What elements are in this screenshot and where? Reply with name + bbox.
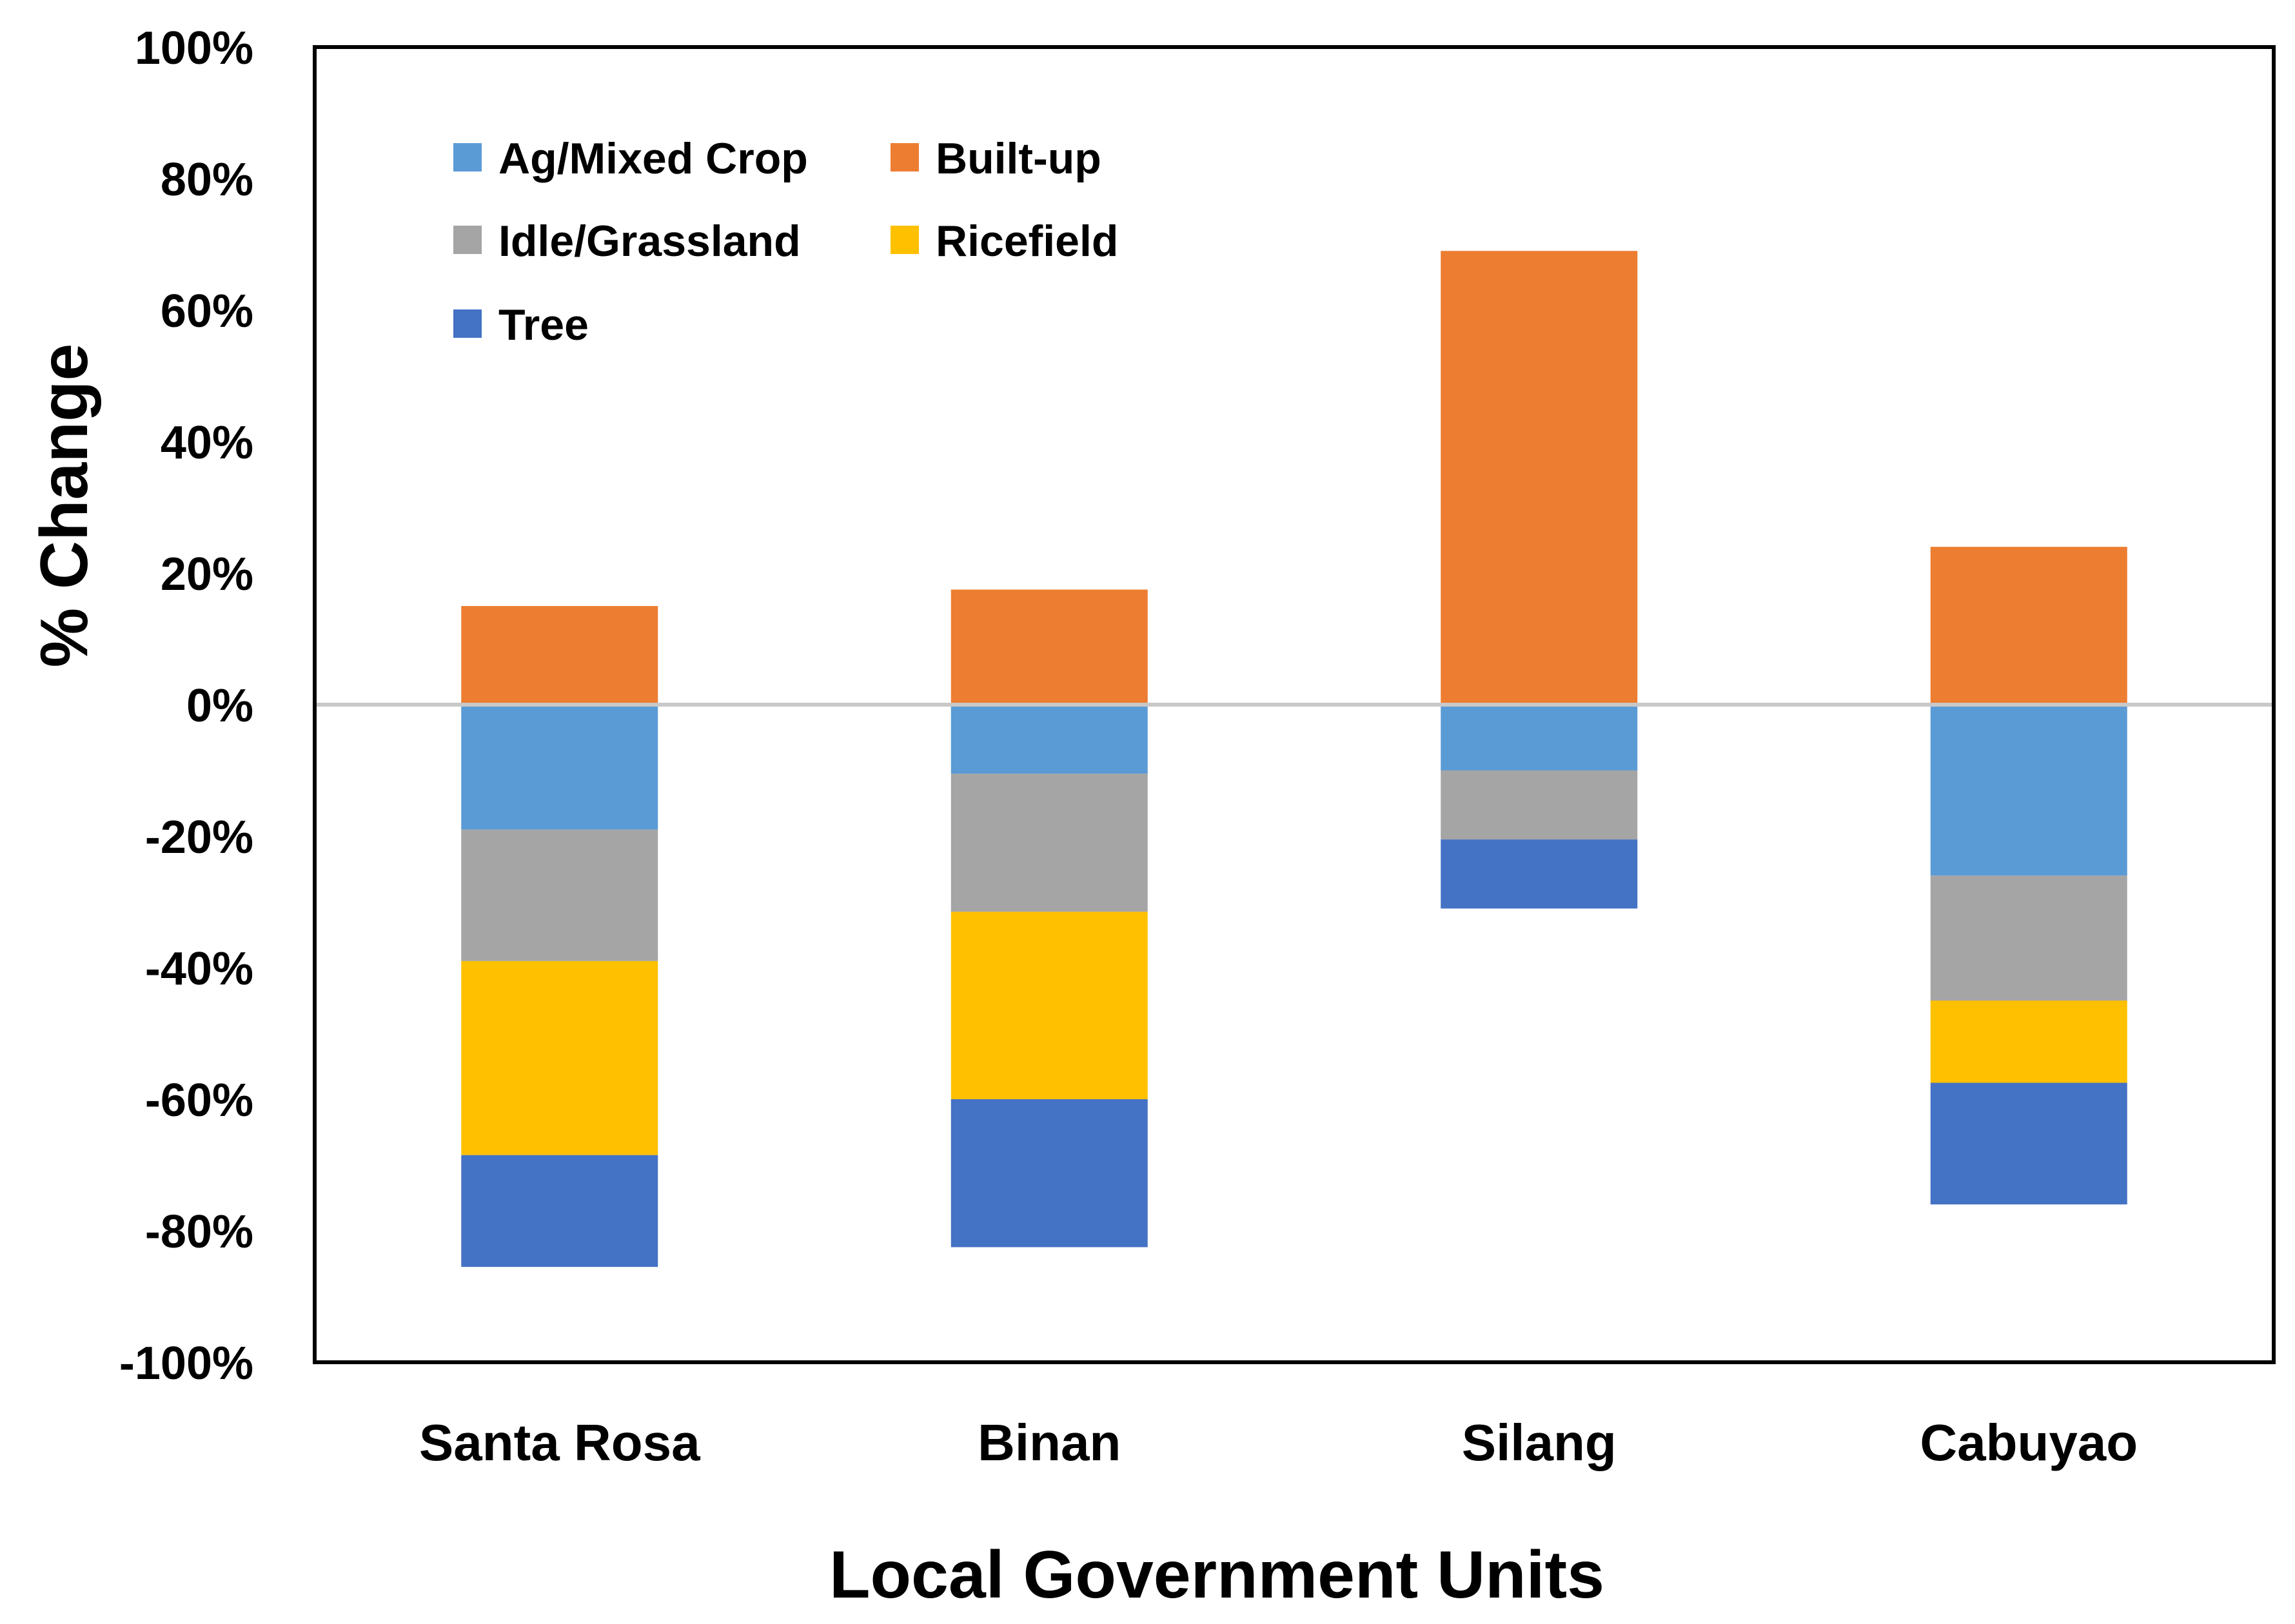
bar-segment-built-up-silang: [1441, 251, 1638, 705]
legend-swatch: [453, 226, 482, 254]
y-axis-title: % Change: [27, 344, 102, 668]
bars-layer: [461, 251, 2127, 1267]
plot-area-frame: [313, 45, 2276, 1364]
bar-segment-idle-grassland-binan: [951, 774, 1148, 912]
y-axis-tick-labels: 100% 80% 60% 40% 20% 0% -20% -40% -60% -80% -100%: [119, 23, 253, 1389]
legend-label: Ag/Mixed Crop: [498, 134, 808, 183]
legend-item: Tree: [453, 300, 589, 349]
bar-segment-ag-mixed-crop-cabuyao: [1930, 705, 2127, 876]
bar-segment-ag-mixed-crop-silang: [1441, 705, 1638, 770]
y-tick-label: -80%: [145, 1206, 253, 1258]
legend-label: Ricefield: [936, 217, 1118, 266]
y-tick-label: 0%: [186, 680, 253, 732]
bar-segment-ag-mixed-crop-binan: [951, 705, 1148, 774]
legend: Ag/Mixed Crop Built-up Idle/Grassland Ricef…: [453, 134, 1118, 349]
x-axis-category-labels: Santa Rosa Binan Silang Cabuyao: [419, 1414, 2138, 1471]
bar-segment-built-up-cabuyao: [1930, 547, 2127, 705]
legend-label: Tree: [498, 300, 589, 349]
bar-segment-ricefield-santa-rosa: [461, 961, 658, 1155]
bar-segment-idle-grassland-santa-rosa: [461, 829, 658, 961]
bar-segment-idle-grassland-silang: [1441, 770, 1638, 840]
x-category-label: Santa Rosa: [419, 1414, 700, 1471]
legend-item: Ricefield: [891, 217, 1118, 266]
bar-segment-ricefield-binan: [951, 912, 1148, 1099]
bar-segment-tree-silang: [1441, 839, 1638, 909]
legend-item: Idle/Grassland: [453, 217, 801, 266]
y-tick-label: -60%: [145, 1075, 253, 1126]
x-axis-title: Local Government Units: [829, 1538, 1604, 1612]
bar-segment-ag-mixed-crop-santa-rosa: [461, 705, 658, 830]
bar-segment-tree-santa-rosa: [461, 1155, 658, 1267]
y-tick-label: -100%: [119, 1338, 253, 1389]
bar-segment-idle-grassland-cabuyao: [1930, 876, 2127, 1001]
bar-segment-ricefield-cabuyao: [1930, 1001, 2127, 1083]
y-tick-label: 40%: [161, 417, 253, 469]
bar-segment-built-up-santa-rosa: [461, 606, 658, 705]
x-category-label: Binan: [978, 1414, 1121, 1471]
legend-item: Ag/Mixed Crop: [453, 134, 808, 183]
legend-swatch: [453, 143, 482, 171]
y-tick-label: 100%: [135, 23, 253, 74]
bar-segment-built-up-binan: [951, 589, 1148, 705]
x-category-label: Cabuyao: [1920, 1414, 2138, 1471]
x-category-label: Silang: [1462, 1414, 1617, 1471]
y-tick-label: 60%: [161, 286, 253, 337]
bar-segment-tree-cabuyao: [1930, 1082, 2127, 1205]
legend-swatch: [891, 226, 919, 254]
legend-item: Built-up: [891, 134, 1101, 183]
y-tick-label: -40%: [145, 943, 253, 995]
y-tick-label: 20%: [161, 549, 253, 600]
bar-segment-tree-binan: [951, 1099, 1148, 1247]
legend-swatch: [453, 309, 482, 338]
legend-label: Built-up: [936, 134, 1101, 183]
y-tick-label: -20%: [145, 812, 253, 863]
y-tick-label: 80%: [161, 154, 253, 206]
legend-swatch: [891, 143, 919, 171]
legend-label: Idle/Grassland: [498, 217, 801, 266]
